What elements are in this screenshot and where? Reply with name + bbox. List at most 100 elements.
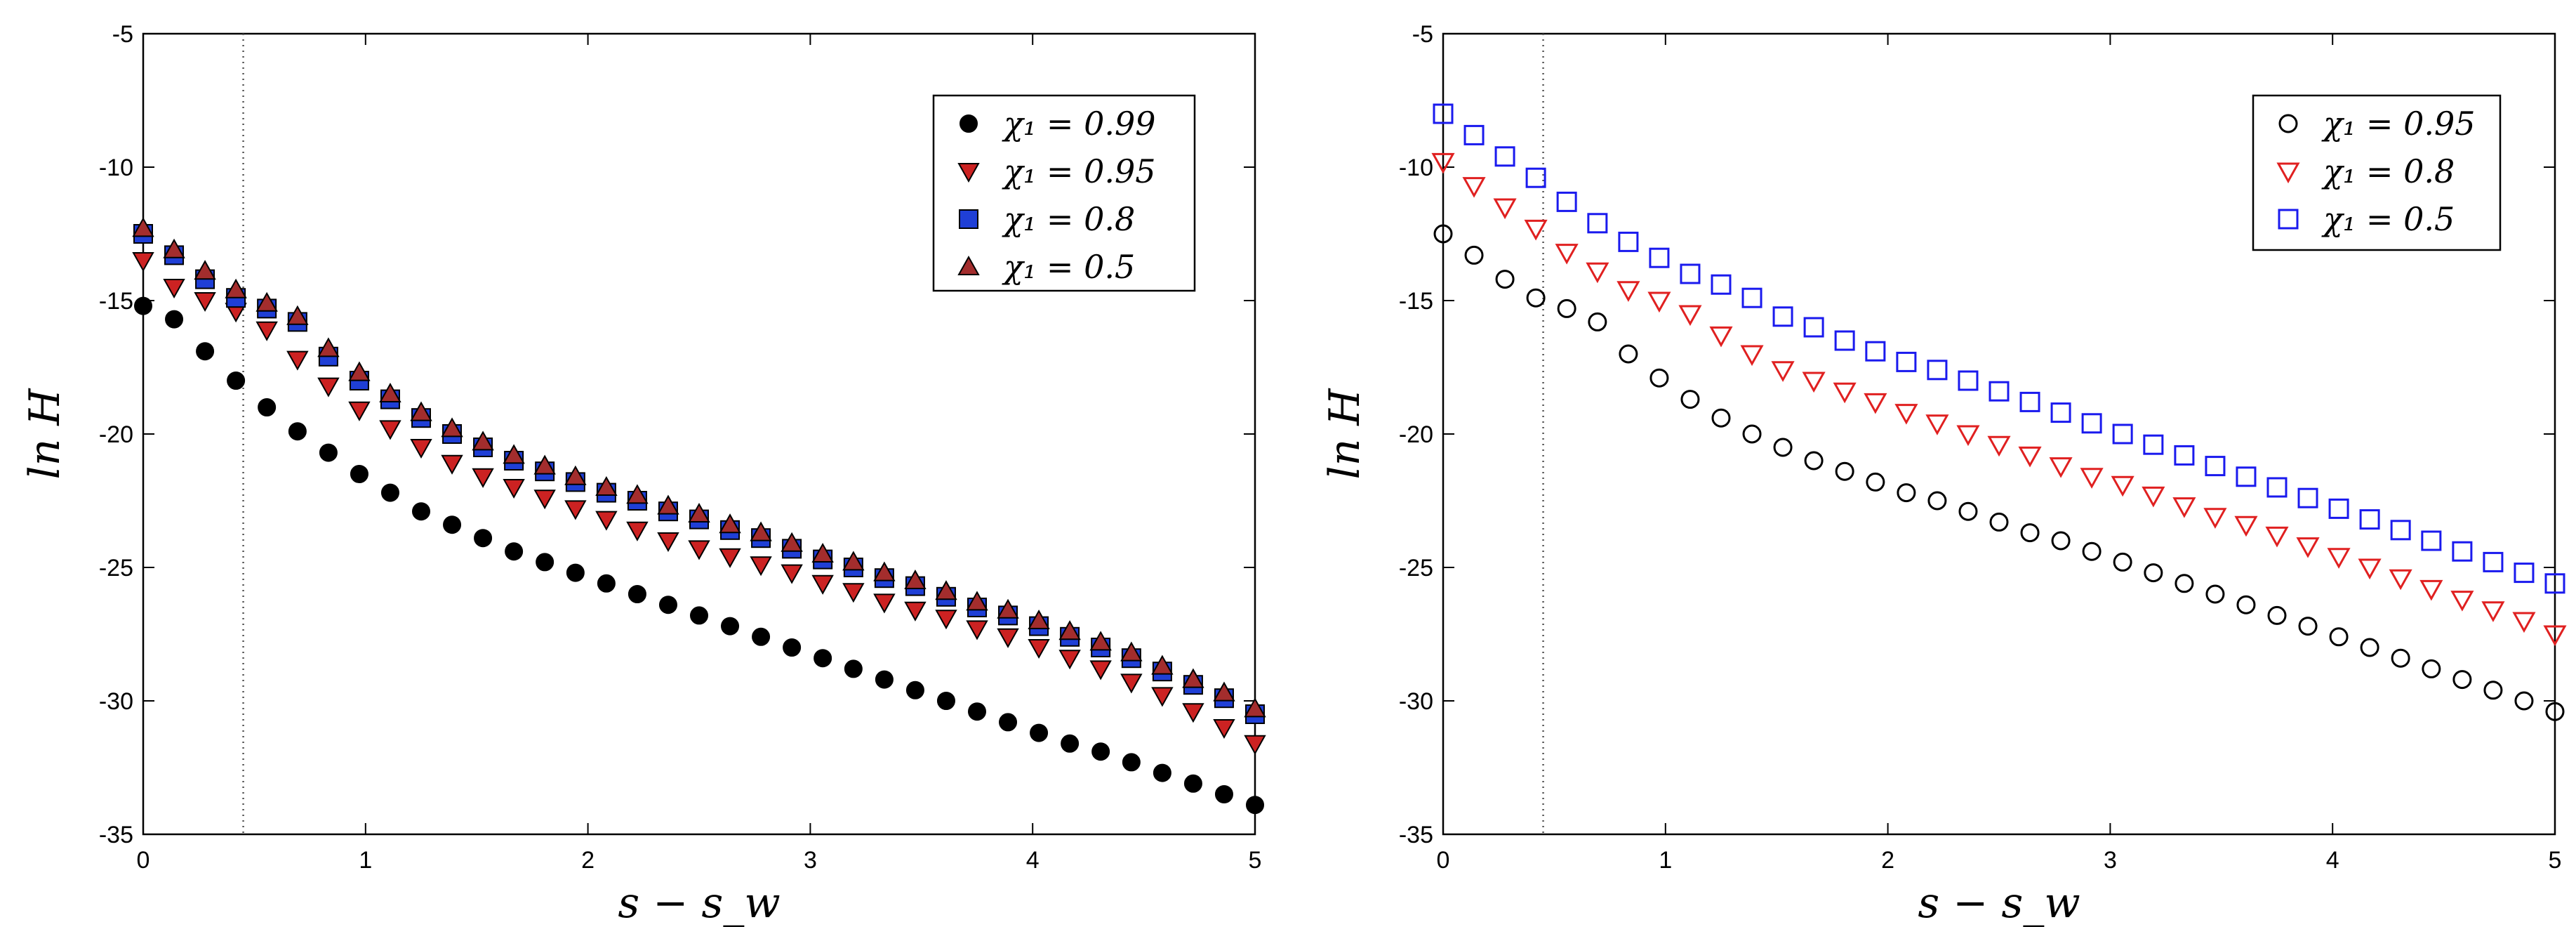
data-point — [2267, 605, 2287, 625]
data-point — [690, 606, 708, 625]
data-point — [1246, 796, 1264, 815]
data-point — [2296, 537, 2320, 558]
data-point — [1711, 274, 1732, 295]
data-point — [1120, 673, 1143, 694]
data-point — [286, 305, 309, 325]
data-point — [225, 278, 247, 298]
data-point — [1058, 620, 1081, 640]
data-point — [1897, 483, 1916, 503]
legend-marker — [2278, 114, 2298, 133]
data-point — [2360, 638, 2379, 657]
data-point — [968, 702, 986, 721]
data-point — [2205, 584, 2225, 604]
data-point — [2512, 612, 2536, 633]
legend-box — [2252, 94, 2502, 251]
data-point — [1182, 703, 1204, 723]
data-point — [505, 542, 524, 561]
data-point — [904, 601, 927, 622]
data-point — [1773, 438, 1793, 457]
data-point — [1555, 244, 1579, 265]
data-point — [997, 628, 1019, 648]
data-point — [2514, 563, 2535, 584]
data-point — [1772, 306, 1793, 327]
data-point — [2358, 558, 2382, 580]
data-point — [1183, 774, 1202, 793]
data-point — [255, 291, 278, 312]
data-point — [472, 430, 494, 451]
data-point — [165, 310, 184, 329]
data-point — [1618, 231, 1639, 252]
legend-label: χ₁ = 0.8 — [2321, 152, 2455, 190]
data-point — [2329, 627, 2349, 647]
legend-label: χ₁ = 0.5 — [2321, 200, 2455, 238]
data-point — [1122, 753, 1141, 772]
data-point — [1030, 723, 1049, 742]
legend-label: χ₁ = 0.95 — [2321, 105, 2476, 143]
x-tick-label: 0 — [137, 847, 150, 874]
data-point — [626, 521, 649, 541]
data-point — [2111, 475, 2135, 497]
legend-marker — [959, 209, 978, 229]
data-point — [1927, 491, 1947, 511]
data-point — [1153, 763, 1171, 782]
data-point — [2236, 595, 2256, 614]
data-point — [2049, 457, 2073, 478]
data-point — [658, 596, 677, 614]
data-point — [2544, 573, 2565, 594]
data-point — [750, 556, 772, 577]
data-point — [844, 659, 863, 678]
data-point — [1616, 281, 1640, 302]
x-tick-label: 3 — [804, 847, 817, 874]
series-0 — [1433, 224, 2565, 721]
data-point — [1927, 360, 1948, 381]
series-1 — [132, 252, 1266, 755]
data-point — [1244, 697, 1266, 718]
x-tick-label: 4 — [1026, 847, 1040, 874]
data-point — [2113, 552, 2132, 572]
data-point — [379, 420, 401, 440]
data-point — [410, 401, 432, 421]
data-point — [533, 454, 556, 475]
data-point — [2422, 659, 2441, 678]
data-point — [1462, 177, 1486, 198]
data-point — [132, 217, 154, 237]
y-tick-label: -15 — [1399, 288, 1433, 315]
data-point — [564, 500, 587, 520]
x-tick-label: 2 — [1881, 847, 1894, 874]
data-point — [1619, 344, 1638, 364]
data-point — [472, 468, 494, 488]
data-point — [814, 649, 832, 668]
data-point — [2452, 670, 2472, 690]
data-point — [2143, 434, 2164, 455]
data-point — [966, 591, 988, 611]
data-point — [2266, 477, 2288, 498]
legend-marker — [2278, 209, 2299, 230]
y-tick-label: -35 — [1399, 822, 1433, 848]
legend-label: χ₁ = 0.95 — [1002, 152, 1156, 190]
data-point — [1524, 219, 1548, 241]
x-tick-label: 1 — [1659, 847, 1672, 874]
data-point — [1588, 312, 1607, 331]
data-point — [1649, 247, 1670, 268]
data-point — [595, 511, 618, 531]
data-point — [2514, 691, 2534, 711]
data-point — [842, 583, 865, 603]
data-point — [875, 670, 894, 689]
data-point — [1989, 512, 2009, 532]
y-tick-label: -10 — [99, 154, 133, 181]
data-point — [503, 444, 525, 464]
y-tick-label: -10 — [1399, 154, 1433, 181]
x-axis-label: s − s_w — [1918, 879, 2080, 927]
data-point — [2483, 551, 2504, 572]
legend-marker — [960, 114, 978, 133]
data-point — [348, 361, 371, 381]
data-point — [966, 620, 988, 640]
data-point — [1244, 735, 1266, 755]
data-point — [2234, 515, 2258, 537]
data-point — [2297, 487, 2318, 508]
data-point — [258, 398, 277, 416]
legend-label: χ₁ = 0.5 — [1002, 248, 1135, 286]
data-point — [2390, 520, 2411, 541]
data-point — [999, 713, 1018, 732]
